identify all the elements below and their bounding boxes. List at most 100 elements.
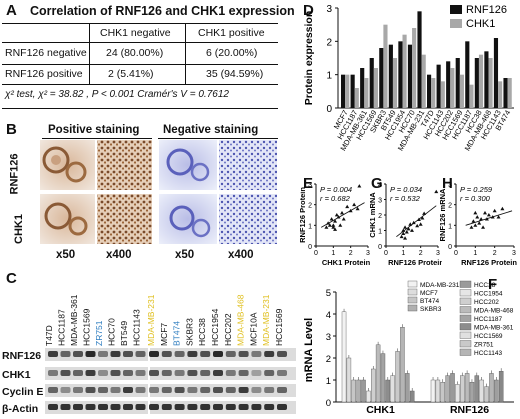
legend-swatch [459, 323, 472, 331]
blot-band [225, 351, 236, 357]
x-tick-label: 3 [436, 250, 440, 257]
western-blot: T47D HCC1187 MDA-MB-361 HCC1569 ZR751 HCC70 BT… [2, 294, 296, 415]
blot-band [187, 370, 198, 376]
blot-band [123, 387, 133, 393]
y-tick-label: 1 [448, 223, 452, 230]
bar [478, 54, 484, 108]
data-point [333, 227, 338, 231]
data-point [403, 225, 408, 229]
y-tick-label: 1 [308, 223, 312, 230]
blot-band [225, 387, 236, 393]
x-category-label: RNF126 [450, 404, 489, 416]
blot-band [225, 370, 236, 376]
bar [400, 327, 405, 403]
legend-swatch [407, 280, 418, 288]
blot-row-label: Cyclin E [2, 386, 43, 398]
bar [409, 390, 415, 403]
x-tick-label: 2 [419, 250, 423, 257]
stat-annotation: r = 0.682 [320, 194, 351, 203]
blot-band [123, 404, 133, 410]
y-axis-label: CHK1 mRNA [370, 192, 377, 238]
table-cell: 35 (94.59%) [206, 68, 264, 80]
lane-label: HCC202 [223, 313, 233, 346]
bar [421, 54, 426, 108]
blot-band [149, 351, 159, 357]
bar [440, 381, 446, 403]
ihc-image-grid [40, 140, 277, 244]
y-tick-label: 0 [308, 244, 312, 251]
bar [455, 58, 460, 108]
bar [431, 78, 436, 108]
bar [383, 24, 388, 109]
y-axis-label: RNF126 mRNA [440, 188, 447, 242]
blot-band [149, 370, 159, 376]
stat-annotation: P = 0.034 [390, 185, 422, 194]
col-header: CHK1 negative [100, 27, 171, 39]
y-tick-label: 2 [448, 203, 452, 210]
data-point [483, 210, 487, 215]
data-point [329, 217, 334, 221]
data-point [357, 184, 362, 188]
blot-band [213, 404, 223, 410]
bar [464, 373, 470, 403]
fit-line [320, 202, 365, 228]
bar [350, 74, 355, 108]
bar [398, 41, 403, 109]
bar [341, 74, 346, 108]
x-tick-label: 1 [473, 250, 477, 257]
y-tick-label: 0 [326, 104, 332, 115]
data-point [331, 223, 336, 227]
blot-row-label: β-Actin [2, 403, 38, 415]
data-point [352, 202, 357, 207]
row-label: RNF126 negative [5, 47, 87, 59]
lane-label: HCC70 [107, 318, 117, 346]
data-point [345, 204, 350, 209]
data-point [434, 189, 439, 194]
bar [484, 386, 489, 403]
blot-band [200, 387, 211, 393]
blot-row-label: RNF126 [2, 350, 41, 362]
panel-letter-a: A [6, 2, 17, 19]
bar [392, 58, 398, 108]
legend-swatch [407, 296, 418, 304]
y-tick-label: 0 [378, 244, 382, 251]
blot-band [85, 404, 96, 410]
legend-swatch [459, 280, 472, 288]
blot-band [161, 387, 172, 393]
data-point [420, 216, 425, 220]
y-tick-label: 4 [326, 310, 331, 321]
table-title: Correlation of RNF126 and CHK1 expressio… [30, 4, 295, 18]
bar [341, 311, 347, 403]
lane-label: MCF7 [159, 323, 169, 346]
data-point [415, 223, 420, 228]
blot-band [73, 404, 83, 410]
ihc-rnf126-neg-x400 [219, 140, 277, 190]
bar [489, 373, 494, 403]
bar [440, 81, 445, 108]
legend-label: HCC1187 [474, 316, 502, 323]
data-point [324, 225, 329, 229]
panel-letter-h: H [442, 175, 453, 192]
mag-label: x50 [56, 249, 76, 261]
data-point [469, 225, 474, 229]
blot-band [174, 387, 185, 393]
table-cell: 6 (20.00%) [206, 47, 258, 59]
legend-swatch [450, 5, 462, 14]
data-point [411, 220, 416, 225]
blot-band [85, 370, 96, 376]
blot-band [135, 404, 146, 410]
blot-band [277, 370, 287, 376]
bar [484, 51, 489, 108]
blot-row-label: CHK1 [2, 369, 31, 381]
blot-band [110, 387, 121, 393]
data-point [481, 225, 486, 229]
x-tick-label: 1 [331, 250, 335, 257]
blot-band [200, 404, 211, 410]
bar [493, 38, 499, 108]
bar [445, 375, 450, 403]
positive-staining-label: Positive staining [48, 124, 140, 136]
blot-band [135, 370, 146, 376]
y-tick-label: 3 [448, 182, 452, 189]
blot-band [264, 370, 275, 376]
